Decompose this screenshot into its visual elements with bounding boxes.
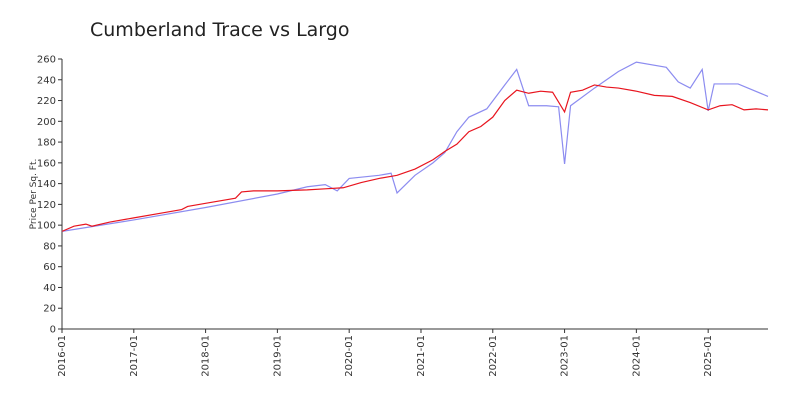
y-tick-label: 160 [37, 158, 56, 169]
y-tick-label: 220 [37, 96, 56, 107]
series-line [61, 84, 769, 232]
y-tick-label: 200 [37, 117, 56, 128]
y-tick-label: 180 [37, 138, 56, 149]
x-tick-label: 2022-01 [488, 335, 499, 377]
x-tick-label: 2019-01 [272, 335, 283, 377]
y-tick-label: 60 [43, 262, 56, 273]
x-tick-label: 2018-01 [201, 335, 212, 377]
x-tick-label: 2024-01 [631, 335, 642, 377]
x-tick-label: 2020-01 [344, 335, 355, 377]
y-tick-label: 0 [50, 325, 56, 336]
chart-title: Cumberland Trace vs Largo [90, 19, 349, 41]
x-tick-label: 2017-01 [129, 335, 140, 377]
y-tick-label: 80 [43, 241, 56, 252]
y-tick-label: 100 [37, 221, 56, 232]
x-tick-label: 2023-01 [560, 335, 571, 377]
y-tick-label: 140 [37, 179, 56, 190]
x-tick-label: 2016-01 [57, 335, 68, 377]
series-line [61, 61, 769, 232]
y-axis-label: Price Per Sq. Ft. [29, 159, 39, 230]
x-tick-label: 2025-01 [703, 335, 714, 377]
y-tick-label: 40 [43, 283, 56, 294]
x-tick-label: 2021-01 [416, 335, 427, 377]
y-tick-label: 120 [37, 200, 56, 211]
y-tick-label: 260 [37, 55, 56, 66]
y-tick-label: 240 [37, 75, 56, 86]
y-tick-label: 20 [43, 304, 56, 315]
